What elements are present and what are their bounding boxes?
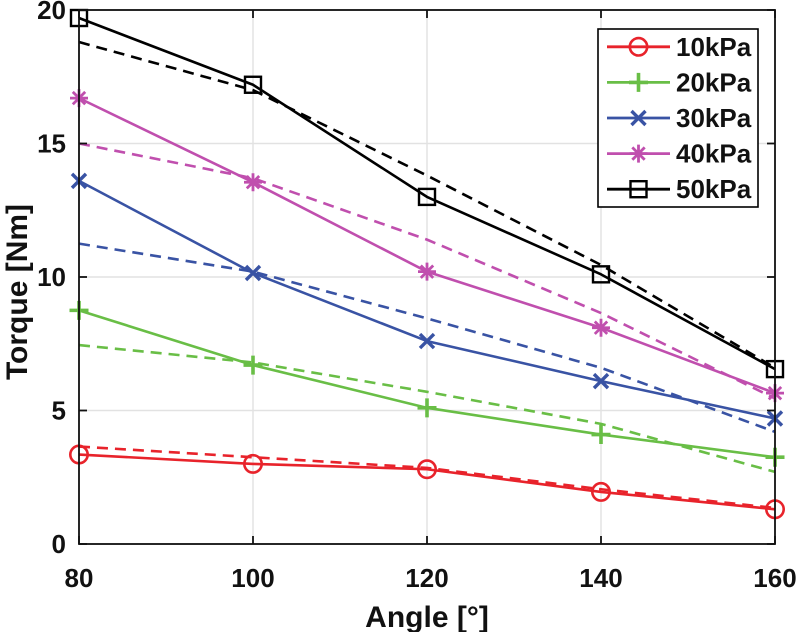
y-tick-label: 20 xyxy=(37,0,66,25)
x-marker xyxy=(630,109,647,127)
legend-item-label: 50kPa xyxy=(676,174,752,204)
series-20kPa-solid xyxy=(69,300,785,467)
legend-item-30kPa: 30kPa xyxy=(607,103,752,133)
tick-marks xyxy=(78,9,776,545)
dashed-line xyxy=(78,445,776,510)
square-marker xyxy=(417,187,437,207)
plus-marker xyxy=(629,72,648,92)
y-tick-label: 5 xyxy=(52,396,66,426)
legend-item-50kPa: 50kPa xyxy=(607,174,752,204)
dashed-line xyxy=(78,242,776,434)
x-tick-label: 80 xyxy=(65,563,94,593)
x-marker xyxy=(592,372,610,390)
dashed-line xyxy=(78,142,776,400)
x-tick-label: 160 xyxy=(753,563,796,593)
x-axis-tick-labels: 80 100 120 140 160 xyxy=(65,563,797,593)
asterisk-marker xyxy=(629,144,648,163)
series-30kPa-dashed xyxy=(78,242,776,434)
legend-item-label: 40kPa xyxy=(676,139,752,169)
circle-marker xyxy=(243,453,264,474)
circle-marker xyxy=(416,459,437,480)
dashed-line xyxy=(78,343,776,474)
asterisk-marker xyxy=(418,262,436,281)
series-40kPa-dashed xyxy=(78,142,776,400)
square-marker xyxy=(243,75,263,94)
plus-marker xyxy=(417,398,437,418)
solid-line xyxy=(78,453,776,511)
y-axis-tick-labels: 0 5 10 15 20 xyxy=(37,0,66,559)
legend-item-10kPa: 10kPa xyxy=(607,32,752,62)
y-axis-label: Torque [Nm] xyxy=(1,204,34,380)
legend-item-20kPa: 20kPa xyxy=(607,67,752,97)
legend-item-40kPa: 40kPa xyxy=(607,139,752,169)
y-tick-label: 10 xyxy=(37,262,66,292)
x-marker xyxy=(418,332,436,350)
legend-item-label: 30kPa xyxy=(676,103,752,133)
y-tick-label: 15 xyxy=(37,129,66,159)
asterisk-marker xyxy=(592,318,610,337)
legend-item-label: 10kPa xyxy=(676,32,752,62)
legend: 10kPa 20kPa 30kPa 40kPa 50kPa xyxy=(597,28,759,208)
series-50kPa-dashed xyxy=(78,40,776,369)
solid-line xyxy=(78,16,776,371)
series-10kPa-solid xyxy=(69,444,785,520)
circle-marker xyxy=(590,481,611,502)
plus-marker xyxy=(243,355,263,375)
asterisk-marker xyxy=(244,173,262,192)
x-tick-label: 120 xyxy=(405,563,448,593)
circle-marker xyxy=(628,36,649,57)
series-10kPa-dashed xyxy=(78,445,776,510)
x-tick-label: 100 xyxy=(231,563,274,593)
series-20kPa-dashed xyxy=(78,343,776,474)
dashed-line xyxy=(78,40,776,369)
legend-item-label: 20kPa xyxy=(676,67,752,97)
x-axis-label: Angle [°] xyxy=(365,601,489,632)
y-tick-label: 0 xyxy=(52,529,66,559)
plus-marker xyxy=(591,425,611,445)
x-tick-label: 140 xyxy=(579,563,622,593)
square-marker xyxy=(591,265,611,284)
x-marker xyxy=(244,264,262,282)
square-marker xyxy=(629,179,648,199)
